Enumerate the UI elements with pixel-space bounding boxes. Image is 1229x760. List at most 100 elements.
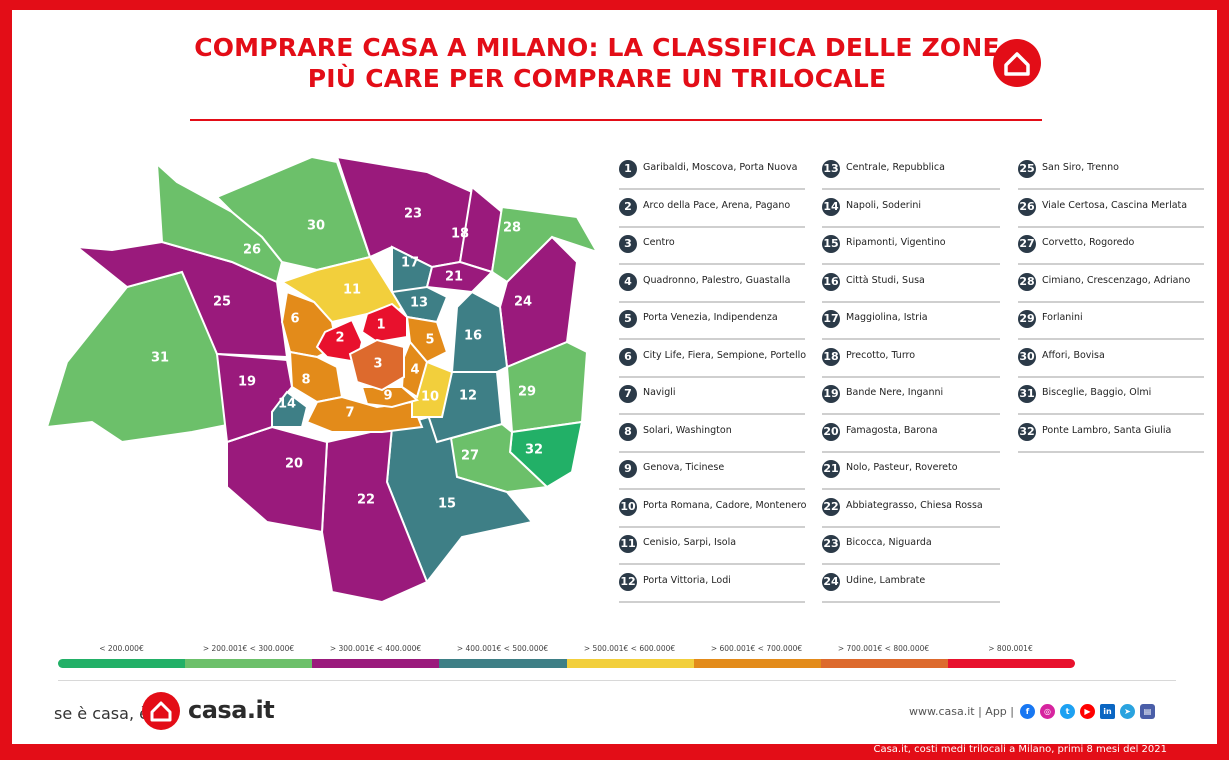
facebook-icon[interactable]: f	[1020, 704, 1035, 719]
legend-divider	[619, 225, 805, 228]
zone-label-27: 27	[461, 449, 479, 464]
legend-number-badge: 32	[1018, 422, 1036, 441]
legend-number-badge: 12	[619, 572, 637, 591]
zone-shapes	[45, 155, 600, 604]
title-line-2: PIÙ CARE PER COMPRARE UN TRILOCALE	[307, 64, 887, 93]
legend-divider	[1018, 338, 1204, 340]
site-link[interactable]: www.casa.it | App |	[909, 705, 1014, 718]
zone-1-area	[360, 302, 408, 344]
legend-number-badge: 10	[619, 497, 637, 516]
legend-divider	[1018, 300, 1204, 303]
app-icon[interactable]: ▤	[1140, 704, 1155, 719]
infographic-frame: COMPRARE CASA A MILANO: LA CLASSIFICA DE…	[12, 10, 1217, 744]
legend-zone-name: Bande Nere, Inganni	[846, 387, 944, 398]
legend-number-badge: 3	[619, 235, 637, 253]
legend-zone-name: Abbiategrasso, Chiesa Rossa	[846, 499, 983, 511]
legend-number-badge: 4	[619, 272, 637, 291]
legend-zone-name: Ripamonti, Vigentino	[846, 237, 946, 248]
zone-14-area	[271, 390, 309, 428]
legend-number-badge: 23	[822, 535, 840, 553]
linkedin-icon[interactable]: in	[1100, 704, 1115, 719]
brand-logo[interactable]: casa.it	[188, 696, 275, 724]
legend-divider	[619, 188, 805, 190]
legend-number-badge: 16	[822, 272, 840, 291]
legend-number-badge: 17	[822, 310, 840, 328]
legend-divider	[822, 375, 1000, 378]
social-links: f ◎ t ▶ in ➤ ▤	[1020, 704, 1155, 719]
zone-label-30: 30	[307, 219, 325, 234]
legend-number-badge: 11	[619, 535, 637, 553]
legend-divider	[619, 413, 805, 415]
legend-number-badge: 30	[1018, 347, 1036, 366]
zone-label-7: 7	[345, 406, 354, 421]
zone-29-area	[505, 340, 589, 434]
legend-zone-name: Maggiolina, Istria	[846, 312, 928, 323]
legend-divider	[1018, 375, 1204, 378]
zone-label-19: 19	[238, 375, 256, 390]
legend-zone-name: San Siro, Trenno	[1042, 162, 1119, 173]
legend-divider	[822, 525, 1000, 528]
zone-21-area	[425, 260, 494, 294]
legend-divider	[822, 488, 1000, 490]
legend-zone-name: Città Studi, Susa	[846, 274, 925, 286]
legend-number-badge: 5	[619, 310, 637, 328]
price-scale-segment	[58, 659, 186, 668]
legend-divider	[1018, 188, 1204, 190]
zone-label-17: 17	[401, 256, 419, 271]
zone-label-31: 31	[151, 351, 169, 366]
legend-number-badge: 2	[619, 197, 637, 216]
zone-label-8: 8	[301, 373, 310, 388]
price-scale-label: > 300.001€ < 400.000€	[329, 644, 422, 653]
legend-divider	[619, 300, 805, 303]
legend-divider	[822, 450, 1000, 453]
legend-zone-name: Centrale, Repubblica	[846, 162, 945, 173]
legend-zone-name: Bicocca, Niguarda	[846, 537, 932, 548]
zone-5-area	[405, 315, 449, 364]
instagram-icon[interactable]: ◎	[1040, 704, 1055, 719]
legend-divider	[619, 600, 805, 603]
legend-zone-name: Porta Romana, Cadore, Montenero	[643, 499, 807, 511]
legend-zone-name: Precotto, Turro	[846, 349, 916, 361]
home-logo-icon	[993, 39, 1041, 87]
zone-13-area	[390, 285, 449, 324]
legend-divider	[822, 263, 1000, 265]
zone-label-6: 6	[290, 312, 299, 327]
zone-label-15: 15	[438, 497, 456, 512]
legend-number-badge: 22	[822, 497, 840, 516]
zone-label-28: 28	[503, 221, 521, 236]
zone-label-29: 29	[518, 385, 536, 400]
legend-zone-name: Solari, Washington	[643, 424, 732, 436]
twitter-icon[interactable]: t	[1060, 704, 1075, 719]
legend-number-badge: 19	[822, 385, 840, 403]
legend-divider	[822, 338, 1000, 340]
zone-label-3: 3	[373, 357, 382, 372]
price-scale-segment	[185, 659, 313, 668]
zone-8-area	[288, 350, 344, 404]
legend-number-badge: 14	[822, 197, 840, 216]
legend-divider	[619, 488, 805, 490]
telegram-icon[interactable]: ➤	[1120, 704, 1135, 719]
zone-22-area	[320, 425, 429, 604]
legend-divider	[822, 413, 1000, 415]
price-scale-label: > 200.001€ < 300.000€	[202, 644, 295, 653]
title-divider	[190, 119, 1042, 121]
legend-divider	[1018, 225, 1204, 228]
legend-divider	[1018, 450, 1204, 453]
legend-divider	[822, 188, 1000, 190]
legend-number-badge: 31	[1018, 385, 1036, 403]
zone-label-5: 5	[425, 333, 434, 348]
zone-label-12: 12	[459, 389, 477, 404]
zone-3-area	[348, 338, 405, 392]
legend-zone-name: Ponte Lambro, Santa Giulia	[1042, 424, 1172, 436]
legend-divider	[619, 375, 805, 378]
zone-label-11: 11	[343, 283, 361, 298]
zone-label-16: 16	[464, 329, 482, 344]
legend-zone-name: Nolo, Pasteur, Rovereto	[846, 462, 958, 473]
legend-number-badge: 1	[619, 160, 637, 178]
legend-zone-name: Bisceglie, Baggio, Olmi	[1042, 387, 1152, 398]
zone-label-20: 20	[285, 457, 303, 472]
price-scale-label: > 700.001€ < 800.000€	[837, 644, 930, 653]
zone-label-4: 4	[410, 363, 419, 378]
youtube-icon[interactable]: ▶	[1080, 704, 1095, 719]
